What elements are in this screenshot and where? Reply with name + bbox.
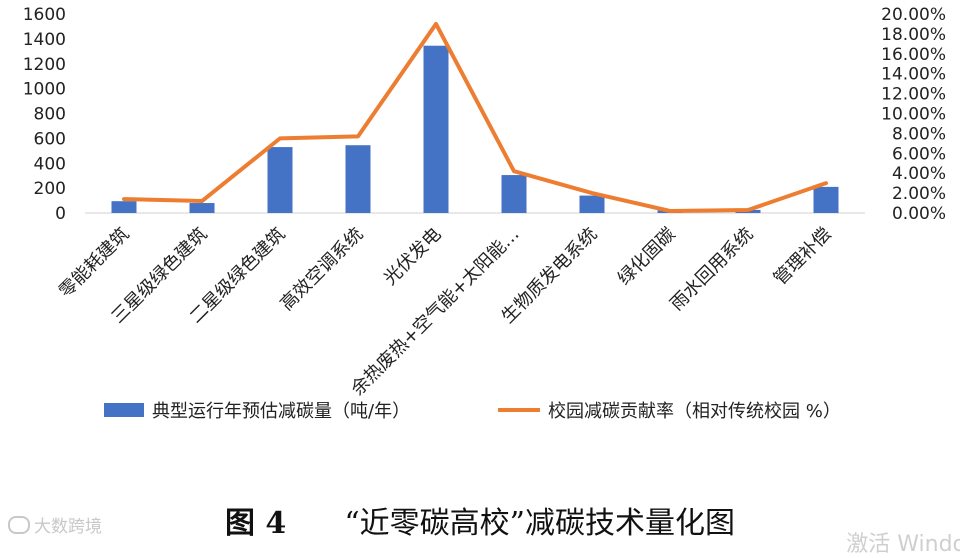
figure-caption: 图 4 “近零碳高校”减碳技术量化图 <box>0 498 960 542</box>
right-axis-ticks: 20.00%18.00%16.00%14.00%12.00%10.00%8.00… <box>881 5 946 224</box>
bar <box>345 145 371 213</box>
left-tick-label: 0 <box>55 204 66 224</box>
right-tick-label: 8.00% <box>892 124 946 144</box>
category-label: 光伏发电 <box>380 224 446 290</box>
left-tick-label: 600 <box>34 129 66 149</box>
category-label: 高效空调系统 <box>276 224 367 315</box>
right-tick-label: 2.00% <box>892 184 946 204</box>
left-axis-ticks: 1600 1400 1200 1000 800 600 400 200 0 <box>23 5 66 224</box>
left-tick-label: 200 <box>34 179 66 199</box>
bar <box>111 201 137 213</box>
left-tick-label: 1400 <box>23 30 66 50</box>
watermark-text: 大数跨境 <box>34 517 102 537</box>
line-series <box>122 21 828 214</box>
right-tick-label: 12.00% <box>881 85 946 105</box>
right-tick-label: 10.00% <box>881 105 946 125</box>
left-tick-label: 1600 <box>23 5 66 25</box>
legend: 典型运行年预估减碳量（吨/年） 校园减碳贡献率（相对传统校园 %） <box>104 401 841 422</box>
category-label: 管理补偿 <box>770 224 836 290</box>
right-tick-label: 18.00% <box>881 25 946 45</box>
category-label: 零能耗建筑 <box>55 224 133 302</box>
right-tick-label: 0.00% <box>892 204 946 224</box>
right-tick-label: 20.00% <box>881 5 946 25</box>
bar <box>813 186 839 213</box>
category-label: 绿化固碳 <box>614 224 680 290</box>
right-tick-label: 6.00% <box>892 144 946 164</box>
bar <box>267 147 293 213</box>
category-label: 余热废热+空气能+太阳能… <box>347 224 523 400</box>
bar <box>579 195 605 213</box>
left-tick-label: 800 <box>34 105 66 125</box>
right-tick-label: 4.00% <box>892 164 946 184</box>
right-tick-label: 16.00% <box>881 45 946 65</box>
legend-bar-swatch <box>104 403 144 417</box>
right-tick-label: 14.00% <box>881 65 946 85</box>
bar <box>501 175 527 213</box>
watermark: 大数跨境 <box>8 512 102 537</box>
left-tick-label: 1000 <box>23 80 66 100</box>
legend-line-label: 校园减碳贡献率（相对传统校园 %） <box>548 401 841 422</box>
legend-bar-label: 典型运行年预估减碳量（吨/年） <box>152 401 410 422</box>
watermark-logo-icon <box>8 516 30 534</box>
combo-chart: 1600 1400 1200 1000 800 600 400 200 0 20.00%18.0… <box>23 5 946 422</box>
category-label: 雨水回用系统 <box>666 224 757 315</box>
left-tick-label: 400 <box>34 154 66 174</box>
bar <box>423 45 449 214</box>
bar-series <box>111 45 839 214</box>
activate-windows-text: 激活 Windo <box>846 532 960 557</box>
figure-title: “近零碳高校”减碳技术量化图 <box>344 506 735 541</box>
bar <box>189 203 215 213</box>
left-tick-label: 1200 <box>23 55 66 75</box>
figure-number: 图 4 <box>224 506 287 541</box>
